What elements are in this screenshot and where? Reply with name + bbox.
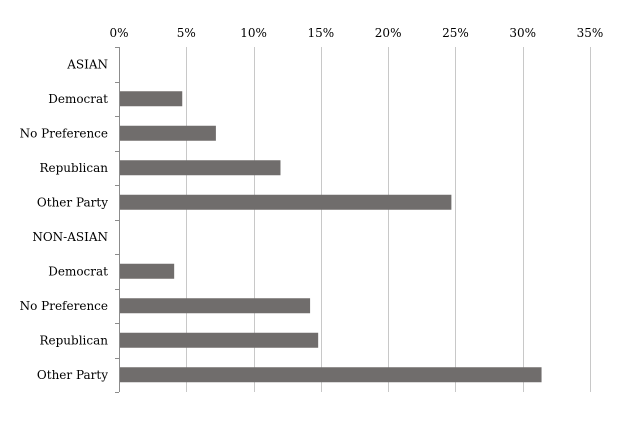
category-label: NON-ASIAN — [32, 230, 108, 244]
x-tick-label: 25% — [442, 26, 469, 40]
x-tick-label: 0% — [109, 26, 128, 40]
x-tick-label: 20% — [375, 26, 402, 40]
category-label: Democrat — [48, 92, 108, 106]
category-label: Republican — [39, 161, 108, 175]
x-tick-label: 35% — [577, 26, 604, 40]
bar — [120, 332, 319, 348]
x-axis-ticks: 0% 5% 10% 15% 20% 25% 30% 35% — [109, 26, 603, 40]
category-label: Other Party — [37, 368, 108, 382]
bar — [120, 160, 281, 176]
category-label: ASIAN — [66, 57, 108, 71]
x-tick-label: 5% — [177, 26, 196, 40]
category-labels: ASIAN Democrat No Preference Republican Othe… — [20, 47, 119, 393]
category-label: Republican — [39, 333, 108, 347]
category-label: Other Party — [37, 195, 108, 209]
category-label: No Preference — [20, 299, 108, 313]
bar — [120, 194, 452, 210]
bar — [120, 91, 183, 107]
x-tick-label: 10% — [240, 26, 267, 40]
bar — [120, 125, 216, 141]
category-label: No Preference — [20, 126, 108, 140]
bars — [120, 91, 542, 383]
bar — [120, 263, 175, 279]
x-tick-label: 15% — [308, 26, 335, 40]
bar — [120, 298, 311, 314]
gridlines — [186, 47, 591, 392]
category-label: Democrat — [48, 264, 108, 278]
bar — [120, 367, 542, 383]
x-tick-label: 30% — [509, 26, 536, 40]
